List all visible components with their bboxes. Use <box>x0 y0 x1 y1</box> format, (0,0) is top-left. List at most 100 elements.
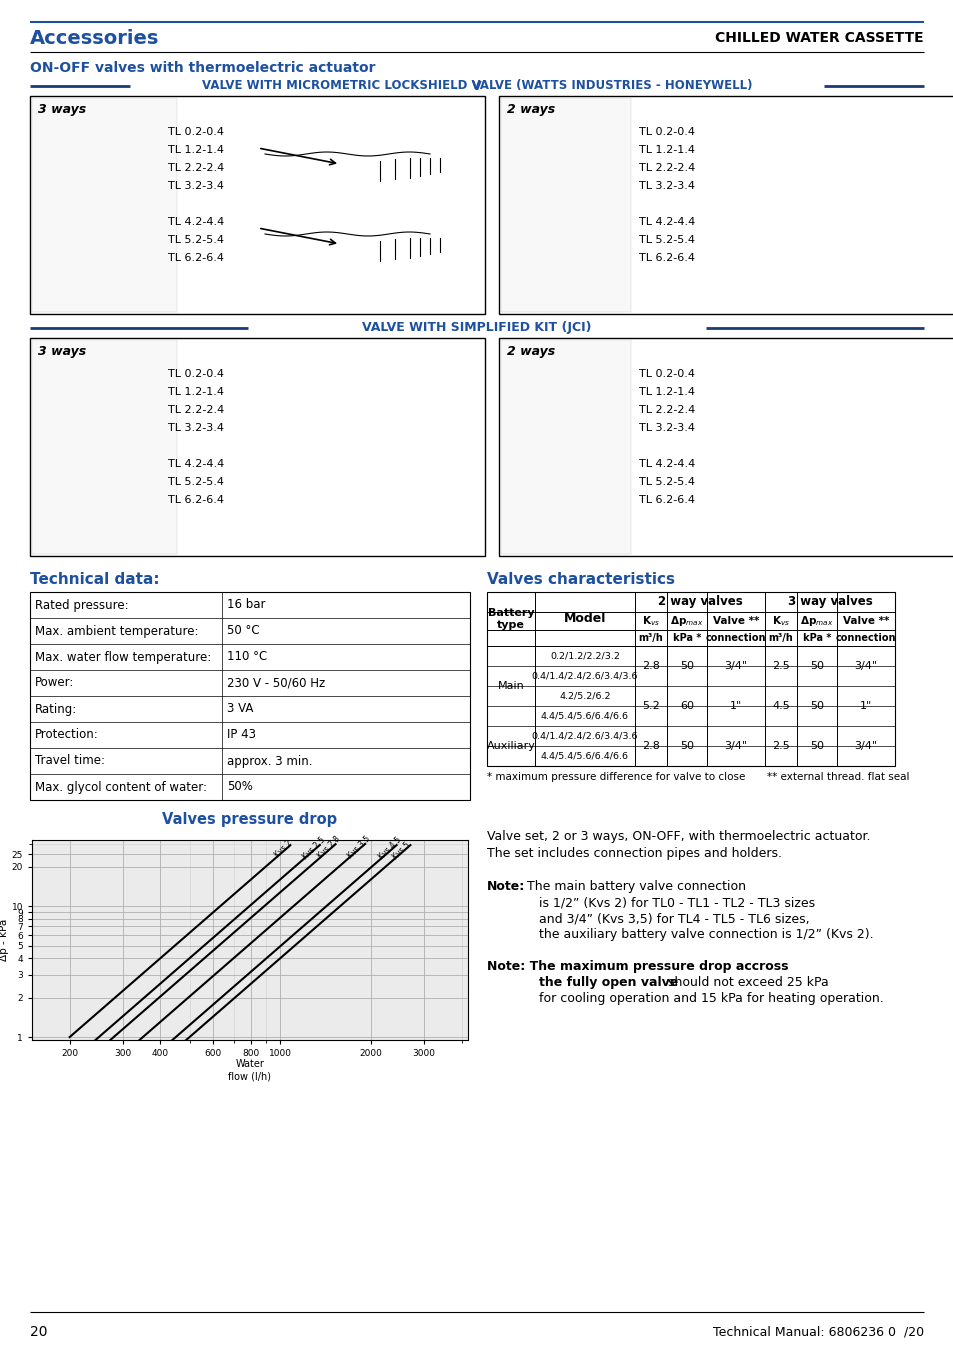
Text: TL 6.2-6.4: TL 6.2-6.4 <box>168 252 224 263</box>
Text: TL 3.2-3.4: TL 3.2-3.4 <box>168 181 224 190</box>
Text: The set includes connection pipes and holders.: The set includes connection pipes and ho… <box>486 846 781 860</box>
Text: TL 2.2-2.4: TL 2.2-2.4 <box>639 405 695 414</box>
Text: 60: 60 <box>679 701 693 711</box>
Text: 20: 20 <box>30 1324 48 1339</box>
Text: TL 1.2-1.4: TL 1.2-1.4 <box>168 144 224 155</box>
Text: Kvs 4.5: Kvs 4.5 <box>377 836 403 861</box>
Text: Technical Manual: 6806236 0  /20: Technical Manual: 6806236 0 /20 <box>712 1326 923 1338</box>
Text: TL 0.2-0.4: TL 0.2-0.4 <box>639 127 695 136</box>
Text: 50: 50 <box>809 701 823 711</box>
Text: Travel time:: Travel time: <box>35 755 105 768</box>
Text: is 1/2” (Kvs 2) for TL0 - TL1 - TL2 - TL3 sizes: is 1/2” (Kvs 2) for TL0 - TL1 - TL2 - TL… <box>538 896 814 909</box>
Text: CHILLED WATER CASSETTE: CHILLED WATER CASSETTE <box>715 31 923 45</box>
Text: connection: connection <box>705 633 765 643</box>
Text: TL 3.2-3.4: TL 3.2-3.4 <box>168 423 224 433</box>
Text: the fully open valve: the fully open valve <box>538 976 678 990</box>
Text: 50: 50 <box>679 662 693 671</box>
Text: Valve **: Valve ** <box>841 616 888 626</box>
Text: 0.4/1.4/2.4/2.6/3.4/3.6: 0.4/1.4/2.4/2.6/3.4/3.6 <box>531 732 638 741</box>
Text: Accessories: Accessories <box>30 28 159 47</box>
Text: should not exceed 25 kPa: should not exceed 25 kPa <box>663 976 828 990</box>
Text: 0.2/1.2/2.2/3.2: 0.2/1.2/2.2/3.2 <box>550 652 619 660</box>
Text: Max. ambient temperature:: Max. ambient temperature: <box>35 625 198 637</box>
Text: Model: Model <box>563 613 605 625</box>
Text: Protection:: Protection: <box>35 729 99 741</box>
Text: Kvs 3.5: Kvs 3.5 <box>346 834 372 860</box>
Text: TL 4.2-4.4: TL 4.2-4.4 <box>168 459 224 468</box>
Text: * maximum pressure difference for valve to close: * maximum pressure difference for valve … <box>486 772 744 782</box>
Y-axis label: Δp - kPa: Δp - kPa <box>0 919 9 961</box>
Text: The main battery valve connection: The main battery valve connection <box>522 880 745 892</box>
Text: 4.2/5.2/6.2: 4.2/5.2/6.2 <box>558 691 610 701</box>
Text: connection: connection <box>835 633 895 643</box>
Bar <box>30 338 484 556</box>
Text: Kvs 2: Kvs 2 <box>273 838 294 860</box>
Text: approx. 3 min.: approx. 3 min. <box>227 755 313 768</box>
Text: Power:: Power: <box>35 676 74 690</box>
Text: Max. glycol content of water:: Max. glycol content of water: <box>35 780 207 794</box>
Text: 3/4": 3/4" <box>723 662 747 671</box>
Text: 2.8: 2.8 <box>641 662 659 671</box>
Bar <box>32 340 177 554</box>
Text: TL 0.2-0.4: TL 0.2-0.4 <box>639 369 695 379</box>
Text: 3/4": 3/4" <box>854 662 877 671</box>
Text: VALVE WITH MICROMETRIC LOCKSHIELD VALVE (WATTS INDUSTRIES - HONEYWELL): VALVE WITH MICROMETRIC LOCKSHIELD VALVE … <box>201 80 752 93</box>
Text: Main: Main <box>497 680 524 691</box>
Text: 3 way valves: 3 way valves <box>787 595 871 609</box>
Text: Note: The maximum pressure drop accross: Note: The maximum pressure drop accross <box>486 960 788 973</box>
Text: Kvs 5: Kvs 5 <box>391 840 412 861</box>
Text: TL 6.2-6.4: TL 6.2-6.4 <box>639 495 695 505</box>
Text: 2 ways: 2 ways <box>506 346 555 359</box>
Text: 2 ways: 2 ways <box>506 104 555 116</box>
Text: Valve **: Valve ** <box>712 616 759 626</box>
Bar <box>500 340 630 554</box>
Text: 3/4": 3/4" <box>854 741 877 751</box>
Text: TL 6.2-6.4: TL 6.2-6.4 <box>168 495 224 505</box>
Text: 0.4/1.4/2.4/2.6/3.4/3.6: 0.4/1.4/2.4/2.6/3.4/3.6 <box>531 671 638 680</box>
Text: m³/h: m³/h <box>638 633 662 643</box>
Text: 1": 1" <box>859 701 871 711</box>
Bar <box>30 96 484 315</box>
Text: Δp$_{max}$: Δp$_{max}$ <box>800 614 833 628</box>
Text: TL 0.2-0.4: TL 0.2-0.4 <box>168 369 224 379</box>
Text: Δp$_{max}$: Δp$_{max}$ <box>670 614 703 628</box>
Text: Kvs 2.5: Kvs 2.5 <box>300 836 327 861</box>
Text: TL 4.2-4.4: TL 4.2-4.4 <box>639 217 695 227</box>
Text: 50%: 50% <box>227 780 253 794</box>
Text: 3 ways: 3 ways <box>38 104 86 116</box>
Text: VALVE WITH SIMPLIFIED KIT (JCI): VALVE WITH SIMPLIFIED KIT (JCI) <box>362 321 591 335</box>
Bar <box>486 593 894 765</box>
Text: Auxiliary: Auxiliary <box>486 741 535 751</box>
Text: Max. water flow temperature:: Max. water flow temperature: <box>35 651 211 663</box>
Text: TL 1.2-1.4: TL 1.2-1.4 <box>639 144 695 155</box>
Text: TL 2.2-2.4: TL 2.2-2.4 <box>168 163 224 173</box>
Text: TL 1.2-1.4: TL 1.2-1.4 <box>168 387 224 397</box>
Text: ON-OFF valves with thermoelectric actuator: ON-OFF valves with thermoelectric actuat… <box>30 61 375 76</box>
Text: Rating:: Rating: <box>35 702 77 716</box>
Text: 2.5: 2.5 <box>771 662 789 671</box>
Bar <box>498 96 953 315</box>
Bar <box>498 338 953 556</box>
Text: 50 °C: 50 °C <box>227 625 259 637</box>
Text: TL 6.2-6.4: TL 6.2-6.4 <box>639 252 695 263</box>
Text: 2.8: 2.8 <box>641 741 659 751</box>
Text: TL 2.2-2.4: TL 2.2-2.4 <box>168 405 224 414</box>
Text: 3/4": 3/4" <box>723 741 747 751</box>
Text: TL 3.2-3.4: TL 3.2-3.4 <box>639 423 695 433</box>
Text: 50: 50 <box>809 741 823 751</box>
Text: 1": 1" <box>729 701 741 711</box>
Text: kPa *: kPa * <box>802 633 830 643</box>
X-axis label: Water
flow (l/h): Water flow (l/h) <box>229 1060 272 1081</box>
Text: Rated pressure:: Rated pressure: <box>35 598 129 612</box>
Text: IP 43: IP 43 <box>227 729 255 741</box>
Text: ** external thread. flat seal: ** external thread. flat seal <box>766 772 908 782</box>
Text: TL 4.2-4.4: TL 4.2-4.4 <box>168 217 224 227</box>
Text: Technical data:: Technical data: <box>30 572 159 587</box>
Bar <box>30 593 470 801</box>
Text: 4.4/5.4/5.6/6.4/6.6: 4.4/5.4/5.6/6.4/6.6 <box>540 711 628 721</box>
Text: Kvs 2.8: Kvs 2.8 <box>316 834 342 860</box>
Text: 110 °C: 110 °C <box>227 651 267 663</box>
Text: 4.4/5.4/5.6/6.4/6.6: 4.4/5.4/5.6/6.4/6.6 <box>540 752 628 760</box>
Text: Valves characteristics: Valves characteristics <box>486 572 675 587</box>
Text: 5.2: 5.2 <box>641 701 659 711</box>
